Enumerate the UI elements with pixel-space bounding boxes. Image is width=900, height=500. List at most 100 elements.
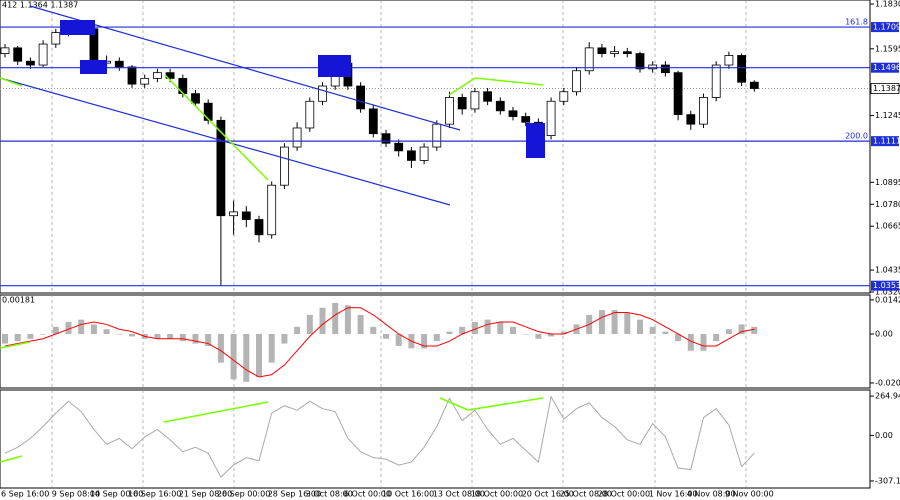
y-tick-label: 1.1245 <box>875 111 900 120</box>
macd-bar <box>357 314 364 334</box>
macd-bar <box>738 324 745 334</box>
macd-bar <box>624 312 631 334</box>
macd-value: 0.00181 <box>2 296 35 305</box>
macd-bar <box>383 333 389 339</box>
x-tick-label: 3 Oct 08:00 <box>306 490 353 499</box>
level-label: 1.0353 <box>873 281 900 290</box>
macd-bar <box>319 307 326 334</box>
macd-bar <box>281 333 288 344</box>
macd-bar <box>535 333 542 339</box>
candle-body <box>191 93 200 104</box>
y-tick-label: 0.00 <box>875 329 893 338</box>
candle-body <box>51 32 61 45</box>
candle-body <box>241 211 251 220</box>
marker-box <box>80 60 107 74</box>
macd-bar <box>675 333 682 342</box>
candle-body <box>572 70 581 93</box>
candle-body <box>279 146 289 186</box>
candle-body <box>216 119 226 217</box>
current-price-label: 1.1387 <box>873 84 900 93</box>
marker-box <box>526 123 545 158</box>
divergence-line <box>164 74 269 181</box>
candle-body <box>318 85 327 102</box>
macd-bar <box>179 333 186 342</box>
y-tick-label: 1.1830 <box>875 0 900 9</box>
macd-bar <box>687 333 694 351</box>
candle-body <box>597 47 607 54</box>
candle-body <box>483 91 493 102</box>
macd-bar <box>332 302 339 334</box>
x-tick-label: 6 Oct 00:00 <box>344 490 391 499</box>
level-note: 161.8 <box>845 18 868 27</box>
macd-bar <box>306 314 313 334</box>
macd-bar <box>129 333 135 337</box>
x-tick-label: 16 Sep 16:00 <box>128 490 181 499</box>
level-label: 1.1496 <box>873 63 900 72</box>
macd-bar <box>637 319 643 334</box>
level-label-box <box>871 62 899 73</box>
candle-body <box>648 64 658 70</box>
x-tick-label: 25 Oct 08:00 <box>560 490 612 499</box>
level-note: 200.0 <box>845 132 868 141</box>
candle-body <box>495 100 505 112</box>
main-frame <box>0 0 871 294</box>
y-tick-label: 1.0780 <box>875 200 900 209</box>
macd-bar <box>649 326 656 334</box>
candle-body <box>292 127 302 148</box>
candle-body <box>673 72 683 116</box>
candle-body <box>152 72 162 79</box>
macd-bar <box>52 326 59 334</box>
channel-line <box>0 77 451 206</box>
candle-body <box>305 100 315 129</box>
macd-bar <box>230 333 237 380</box>
macd-bar <box>598 310 605 334</box>
cci-frame <box>0 389 871 489</box>
divergence-line <box>0 341 31 349</box>
y-tick-label: 1.0320 <box>875 288 900 297</box>
candle-body <box>0 47 10 54</box>
annotations <box>0 5 545 463</box>
x-tick-label: 9 Nov 00:00 <box>725 490 774 499</box>
x-tick-label: 18 Oct 00:00 <box>471 490 523 499</box>
candle-body <box>470 91 480 110</box>
macd-bar <box>751 326 758 334</box>
x-tick-label: 20 Oct 16:00 <box>522 490 574 499</box>
level-label: 1.1709 <box>873 23 900 32</box>
candle-body <box>368 108 378 135</box>
candle-body <box>13 47 23 62</box>
macd-bar <box>268 333 275 363</box>
divergence-line <box>439 397 469 411</box>
macd-bar <box>560 331 567 334</box>
chart-info: 412 1.1364 1.1387 <box>2 1 78 10</box>
macd-frame <box>0 294 871 389</box>
macd-bar <box>167 333 174 339</box>
candle-body <box>25 60 35 66</box>
candle-body <box>267 184 277 236</box>
candle-body <box>127 66 137 85</box>
macd-bar <box>497 322 504 334</box>
y-tick-label: 1.0895 <box>875 178 900 187</box>
x-tick-label: 9 Sep 08:00 <box>52 490 100 499</box>
cci-line <box>4 395 755 478</box>
macd-bar <box>471 322 478 334</box>
level-label-box <box>871 136 899 147</box>
candle-body <box>457 97 467 110</box>
macd-bar <box>611 310 618 334</box>
macd-bar <box>78 319 85 334</box>
macd-bar <box>27 333 34 339</box>
macd-bar <box>2 333 8 344</box>
macd-bar <box>522 333 529 335</box>
candle-body <box>432 123 442 148</box>
candle-body <box>622 51 632 54</box>
marker-box <box>60 20 95 35</box>
divergence-line <box>467 397 544 411</box>
macd-bar <box>294 326 301 334</box>
x-tick-label: 4 Nov 08:00 <box>687 490 736 499</box>
y-tick-label: 0.01427 <box>875 295 900 304</box>
macd-bar <box>14 333 21 342</box>
candle-body <box>559 91 569 102</box>
candle-body <box>229 211 239 217</box>
level-label-box <box>871 280 899 291</box>
macd-bar <box>90 324 97 334</box>
macd-bar <box>395 333 402 346</box>
